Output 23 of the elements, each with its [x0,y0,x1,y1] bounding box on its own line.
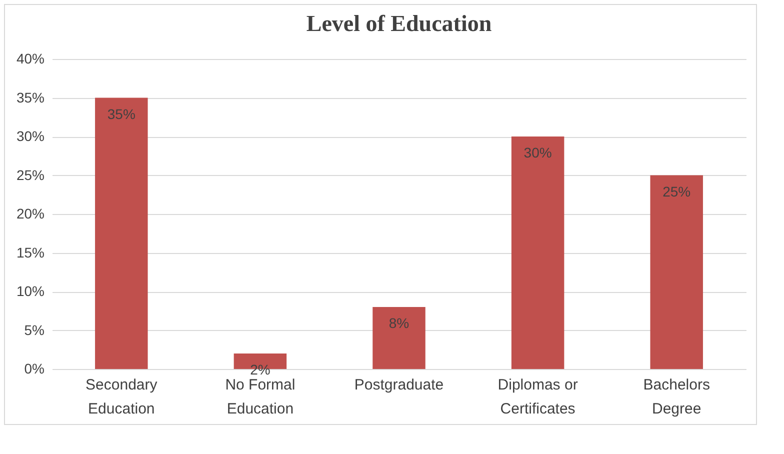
x-tick-label: Bachelors Degree [643,376,710,418]
bar [511,136,564,369]
x-tick-label: No Formal Education [225,376,296,418]
y-tick-label: 15% [16,244,44,260]
y-tick-label: 5% [24,322,44,338]
chart-title: Level of Education [306,11,492,36]
y-tick-label: 35% [16,89,44,106]
y-tick-label: 30% [16,128,44,144]
x-tick-label: Postgraduate [354,376,444,394]
data-label: 8% [388,315,410,331]
x-tick-label: Diplomas or Certificates [498,376,578,418]
y-tick-label: 0% [24,360,44,376]
y-tick-label: 25% [16,166,44,183]
bar [95,98,148,369]
bar [372,307,426,369]
bar [650,175,703,369]
y-tick-label: 10% [16,283,44,299]
data-label: 25% [662,183,691,200]
y-tick-label: 40% [16,50,44,66]
data-label: 30% [524,144,552,160]
y-tick-label: 20% [16,206,44,222]
data-label: 35% [107,106,136,122]
x-tick-label: Secondary Education [86,376,158,418]
